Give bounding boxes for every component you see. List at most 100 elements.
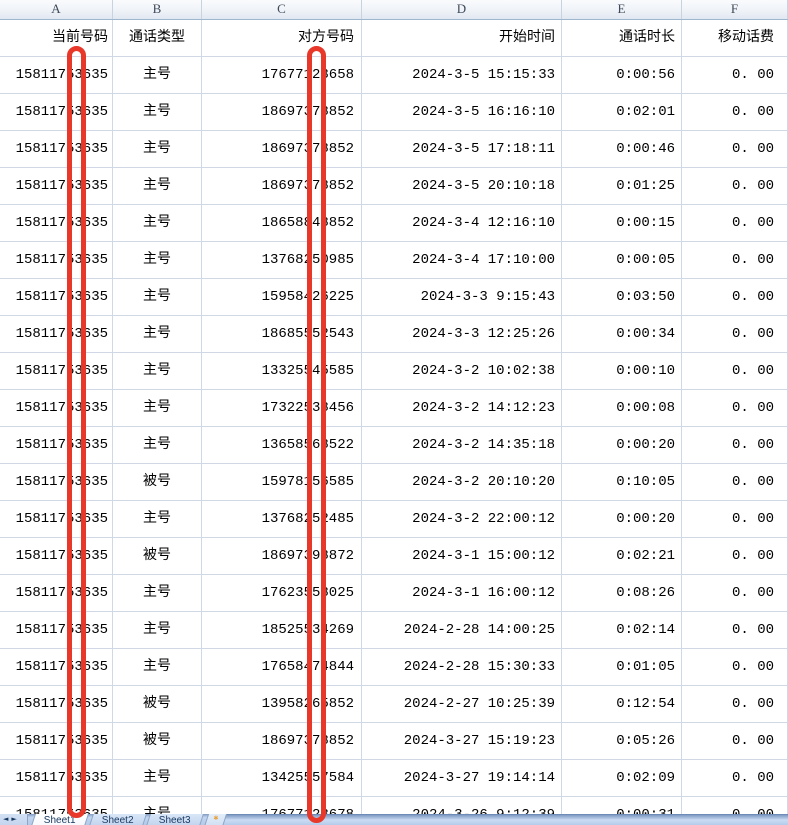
cell-c[interactable]: 18658848852 — [202, 205, 362, 242]
cell-c[interactable]: 17658474844 — [202, 649, 362, 686]
tab-nav-left-icon[interactable]: ◄ — [3, 815, 9, 823]
cell-e[interactable]: 0:02:21 — [562, 538, 682, 575]
cell-a[interactable]: 15811753635 — [0, 427, 113, 464]
cell-d[interactable]: 2024-2-27 10:25:39 — [362, 686, 562, 723]
cell-a[interactable]: 15811753635 — [0, 390, 113, 427]
cell-c[interactable]: 17623558025 — [202, 575, 362, 612]
cell-f[interactable]: 0. 00 — [682, 760, 788, 797]
cell-b[interactable]: 被号 — [113, 723, 202, 760]
cell-d[interactable]: 2024-3-4 12:16:10 — [362, 205, 562, 242]
cell-d[interactable]: 2024-3-27 15:19:23 — [362, 723, 562, 760]
cell-b[interactable]: 主号 — [113, 353, 202, 390]
cell-f[interactable]: 0. 00 — [682, 242, 788, 279]
cell-a[interactable]: 15811753635 — [0, 686, 113, 723]
cell-b[interactable]: 主号 — [113, 575, 202, 612]
cell-f[interactable]: 移动话费 — [682, 20, 788, 57]
cell-d[interactable]: 2024-3-1 15:00:12 — [362, 538, 562, 575]
cell-c[interactable]: 15958426225 — [202, 279, 362, 316]
cell-b[interactable]: 主号 — [113, 501, 202, 538]
cell-d[interactable]: 2024-3-27 19:14:14 — [362, 760, 562, 797]
cell-d[interactable]: 2024-2-28 14:00:25 — [362, 612, 562, 649]
sheet-tab-sheet2[interactable]: Sheet2 — [86, 814, 147, 825]
cell-f[interactable]: 0. 00 — [682, 649, 788, 686]
column-header-c[interactable]: C — [202, 0, 362, 19]
cell-a[interactable]: 15811753635 — [0, 242, 113, 279]
cell-b[interactable]: 主号 — [113, 168, 202, 205]
cell-e[interactable]: 0:00:15 — [562, 205, 682, 242]
cell-c[interactable]: 17322538456 — [202, 390, 362, 427]
cell-b[interactable]: 主号 — [113, 427, 202, 464]
cell-c[interactable]: 18697398872 — [202, 538, 362, 575]
cell-b[interactable]: 主号 — [113, 94, 202, 131]
cell-a[interactable]: 15811753635 — [0, 538, 113, 575]
cell-b[interactable]: 主号 — [113, 279, 202, 316]
cell-b[interactable]: 主号 — [113, 612, 202, 649]
cell-e[interactable]: 0:00:20 — [562, 501, 682, 538]
cell-c[interactable]: 13325545585 — [202, 353, 362, 390]
cell-c[interactable]: 对方号码 — [202, 20, 362, 57]
cell-c[interactable]: 13425557584 — [202, 760, 362, 797]
cell-a[interactable]: 15811753635 — [0, 131, 113, 168]
cell-d[interactable]: 2024-3-5 17:18:11 — [362, 131, 562, 168]
cell-f[interactable]: 0. 00 — [682, 94, 788, 131]
cell-e[interactable]: 0:10:05 — [562, 464, 682, 501]
cell-a[interactable]: 当前号码 — [0, 20, 113, 57]
cell-f[interactable]: 0. 00 — [682, 686, 788, 723]
insert-worksheet-tab[interactable]: ✱ — [202, 814, 228, 825]
cell-c[interactable]: 18685552543 — [202, 316, 362, 353]
cell-a[interactable]: 15811753635 — [0, 649, 113, 686]
cell-b[interactable]: 被号 — [113, 686, 202, 723]
cell-f[interactable]: 0. 00 — [682, 427, 788, 464]
cell-e[interactable]: 0:00:08 — [562, 390, 682, 427]
cell-c[interactable]: 13768252485 — [202, 501, 362, 538]
cell-b[interactable]: 主号 — [113, 316, 202, 353]
cell-f[interactable]: 0. 00 — [682, 168, 788, 205]
cell-a[interactable]: 15811753635 — [0, 168, 113, 205]
cell-d[interactable]: 2024-3-2 20:10:20 — [362, 464, 562, 501]
cell-e[interactable]: 0:00:05 — [562, 242, 682, 279]
cell-d[interactable]: 2024-3-5 15:15:33 — [362, 57, 562, 94]
cell-a[interactable]: 15811753635 — [0, 94, 113, 131]
cell-a[interactable]: 15811753635 — [0, 760, 113, 797]
cell-f[interactable]: 0. 00 — [682, 57, 788, 94]
cell-a[interactable]: 15811753635 — [0, 57, 113, 94]
cell-a[interactable]: 15811753635 — [0, 353, 113, 390]
cell-c[interactable]: 13658568522 — [202, 427, 362, 464]
cell-d[interactable]: 2024-3-4 17:10:00 — [362, 242, 562, 279]
cell-f[interactable]: 0. 00 — [682, 316, 788, 353]
cell-c[interactable]: 18697378852 — [202, 723, 362, 760]
cell-c[interactable]: 13958265852 — [202, 686, 362, 723]
cell-c[interactable]: 18697378852 — [202, 131, 362, 168]
cell-b[interactable]: 被号 — [113, 538, 202, 575]
cell-f[interactable]: 0. 00 — [682, 390, 788, 427]
cell-e[interactable]: 0:05:26 — [562, 723, 682, 760]
cell-c[interactable]: 18697378852 — [202, 94, 362, 131]
cell-f[interactable]: 0. 00 — [682, 575, 788, 612]
cell-c[interactable]: 13768250985 — [202, 242, 362, 279]
cell-e[interactable]: 0:01:25 — [562, 168, 682, 205]
sheet-tab-sheet3[interactable]: Sheet3 — [144, 814, 205, 825]
cell-e[interactable]: 0:03:50 — [562, 279, 682, 316]
cell-e[interactable]: 0:01:05 — [562, 649, 682, 686]
cell-f[interactable]: 0. 00 — [682, 353, 788, 390]
cell-a[interactable]: 15811753635 — [0, 464, 113, 501]
cell-d[interactable]: 2024-3-2 14:35:18 — [362, 427, 562, 464]
cell-d[interactable]: 2024-3-3 12:25:26 — [362, 316, 562, 353]
cell-d[interactable]: 2024-3-5 20:10:18 — [362, 168, 562, 205]
cell-d[interactable]: 2024-3-2 10:02:38 — [362, 353, 562, 390]
cell-e[interactable]: 0:00:46 — [562, 131, 682, 168]
cell-d[interactable]: 2024-3-3 9:15:43 — [362, 279, 562, 316]
cell-e[interactable]: 0:02:14 — [562, 612, 682, 649]
cell-b[interactable]: 主号 — [113, 57, 202, 94]
cell-d[interactable]: 2024-3-2 22:00:12 — [362, 501, 562, 538]
cell-f[interactable]: 0. 00 — [682, 131, 788, 168]
cell-b[interactable]: 主号 — [113, 760, 202, 797]
cell-b[interactable]: 主号 — [113, 242, 202, 279]
cell-a[interactable]: 15811753635 — [0, 279, 113, 316]
cell-e[interactable]: 0:12:54 — [562, 686, 682, 723]
cell-a[interactable]: 15811753635 — [0, 575, 113, 612]
cell-a[interactable]: 15811753635 — [0, 723, 113, 760]
cell-e[interactable]: 0:02:09 — [562, 760, 682, 797]
cell-f[interactable]: 0. 00 — [682, 279, 788, 316]
cell-f[interactable]: 0. 00 — [682, 205, 788, 242]
